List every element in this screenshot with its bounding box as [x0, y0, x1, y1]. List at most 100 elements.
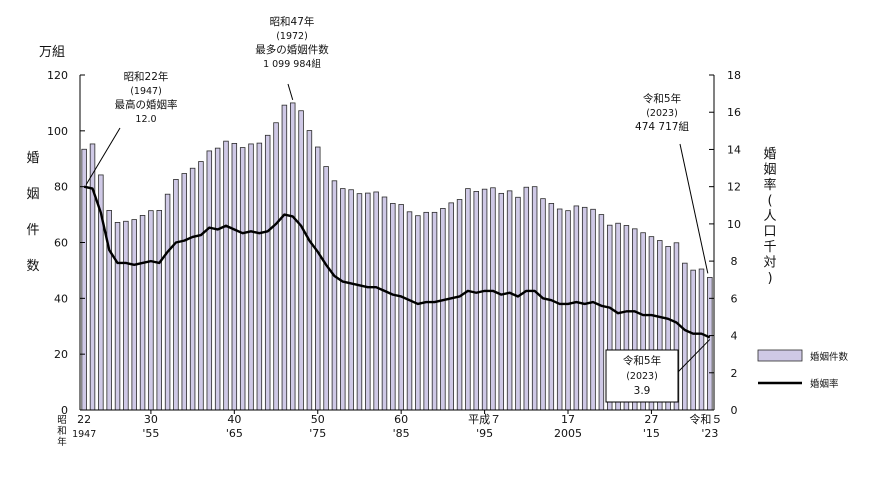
right-axis-label-char: 姻: [763, 163, 776, 178]
x-tick-bottom-2015: '15: [643, 427, 660, 440]
right-tick-label-2: 2: [731, 367, 738, 380]
bar-1977: [331, 180, 338, 411]
right-axis-label-char: 婚: [763, 147, 776, 162]
bar-1992: [456, 199, 463, 411]
bar-1996: [490, 187, 496, 411]
bar-1970: [273, 122, 279, 411]
right-tick-label-4: 4: [731, 330, 738, 343]
left-tick-label-0: 0: [61, 404, 68, 417]
annotations-layer: 昭和22年 (1947)最高の婚姻率 12.0 昭和47年 (1972)最多の婚姻件数 1…: [85, 15, 711, 403]
marriage-rate-line: [83, 185, 711, 339]
bar-1994: [473, 191, 479, 411]
bar-1995: [481, 188, 488, 411]
latest-count-annotation-line-3: 474 717組: [635, 120, 689, 133]
bar-1957: [164, 193, 171, 411]
left-axis-label-char: 件: [26, 223, 39, 238]
line-layer: [83, 185, 711, 339]
right-axis-label-char: ): [767, 271, 772, 286]
bar-2020: [690, 269, 696, 411]
bar-1966: [239, 147, 246, 411]
left-tick-label-40: 40: [54, 292, 68, 305]
left-tick-label-80: 80: [54, 181, 68, 194]
latest-count-annotation-line-2: (2023): [646, 108, 678, 119]
x-tick-top-2005: 17: [561, 413, 575, 426]
x-tick-top-2015: 27: [644, 413, 658, 426]
bar-1993: [465, 188, 471, 411]
bar-1990: [440, 208, 446, 411]
bar-1965: [231, 142, 238, 411]
bar-2003: [548, 203, 555, 411]
latest-rate-annotation-line-1: 令和5年: [623, 354, 661, 367]
left-axis-label-char: 数: [26, 259, 39, 274]
x-tick-top-1955: 30: [144, 413, 158, 426]
bar-1975: [315, 146, 321, 411]
bar-1963: [214, 147, 221, 411]
bar-1956: [156, 209, 162, 411]
right-axis-label-char: (: [767, 194, 772, 209]
bar-1953: [131, 219, 137, 411]
bar-1971: [281, 104, 288, 411]
bar-1982: [373, 191, 379, 411]
bar-2019: [682, 262, 688, 411]
right-tick-label-8: 8: [731, 255, 738, 268]
x-start-bottom: 1947: [72, 429, 96, 440]
bar-1951: [114, 221, 121, 411]
bar-1960: [189, 167, 196, 411]
bar-1976: [323, 166, 329, 411]
right-axis-label-char: 口: [763, 225, 776, 240]
left-axis-label-char: 姻: [26, 187, 39, 202]
right-tick-label-6: 6: [731, 292, 738, 305]
x-tick-top-1975: 50: [311, 413, 325, 426]
right-axis-label-char: 千: [763, 240, 776, 255]
latest-rate-annotation-line-3: 3.9: [634, 385, 651, 397]
left-axis-label-char: 婚: [26, 151, 39, 166]
bar-1980: [356, 193, 363, 411]
peak-rate-pointer: [85, 127, 121, 185]
bar-2004: [556, 208, 563, 411]
bar-1988: [423, 211, 429, 411]
latest-count-annotation-line-1: 令和5年: [643, 92, 681, 105]
bar-1984: [390, 203, 396, 411]
bar-1968: [256, 142, 263, 411]
bar-2007: [581, 206, 588, 411]
left-tick-label-120: 120: [47, 69, 68, 82]
left-tick-label-60: 60: [54, 237, 68, 250]
bar-1979: [348, 189, 354, 411]
bar-1972: [289, 102, 296, 411]
left-tick-label-100: 100: [47, 125, 68, 138]
bar-2006: [573, 205, 580, 411]
axes-layer: 020406080100120024681012141618万組婚姻件数婚姻率(…: [26, 45, 776, 448]
x-tick-bottom-1985: '85: [393, 427, 410, 440]
left-tick-label-20: 20: [54, 348, 68, 361]
bar-2009: [598, 214, 605, 411]
x-tick-bottom-1965: '65: [226, 427, 243, 440]
bar-1973: [298, 110, 304, 411]
bar-1999: [515, 196, 521, 411]
right-axis-label-char: 人: [763, 209, 776, 224]
peak-rate-annotation-line-1: 昭和22年: [124, 70, 169, 83]
right-axis-label-char: 対: [763, 256, 776, 271]
bar-2002: [540, 198, 546, 411]
peak-count-annotation-line-2: (1972): [276, 31, 308, 42]
right-tick-label-14: 14: [727, 143, 741, 156]
bar-1964: [223, 140, 229, 411]
x-tick-bottom-2005: 2005: [554, 427, 582, 440]
latest-rate-box: [605, 349, 679, 403]
bar-1969: [264, 134, 271, 411]
bar-1989: [431, 211, 438, 411]
bar-1958: [173, 179, 179, 411]
bar-2021: [698, 268, 705, 411]
bar-1987: [415, 215, 421, 411]
x-tick-bottom-1975: '75: [309, 427, 326, 440]
bar-1948: [89, 143, 96, 411]
latest-rate-annotation-line-2: (2023): [626, 371, 658, 382]
x-end-top: 令和５: [689, 412, 722, 426]
right-tick-label-12: 12: [727, 181, 741, 194]
legend-bar-swatch: [757, 349, 803, 362]
latest-rate-pointer: [677, 339, 711, 373]
bar-1991: [448, 202, 454, 411]
x-start-nen: 年: [57, 436, 67, 448]
bar-1955: [148, 210, 154, 411]
peak-count-pointer: [287, 83, 294, 101]
